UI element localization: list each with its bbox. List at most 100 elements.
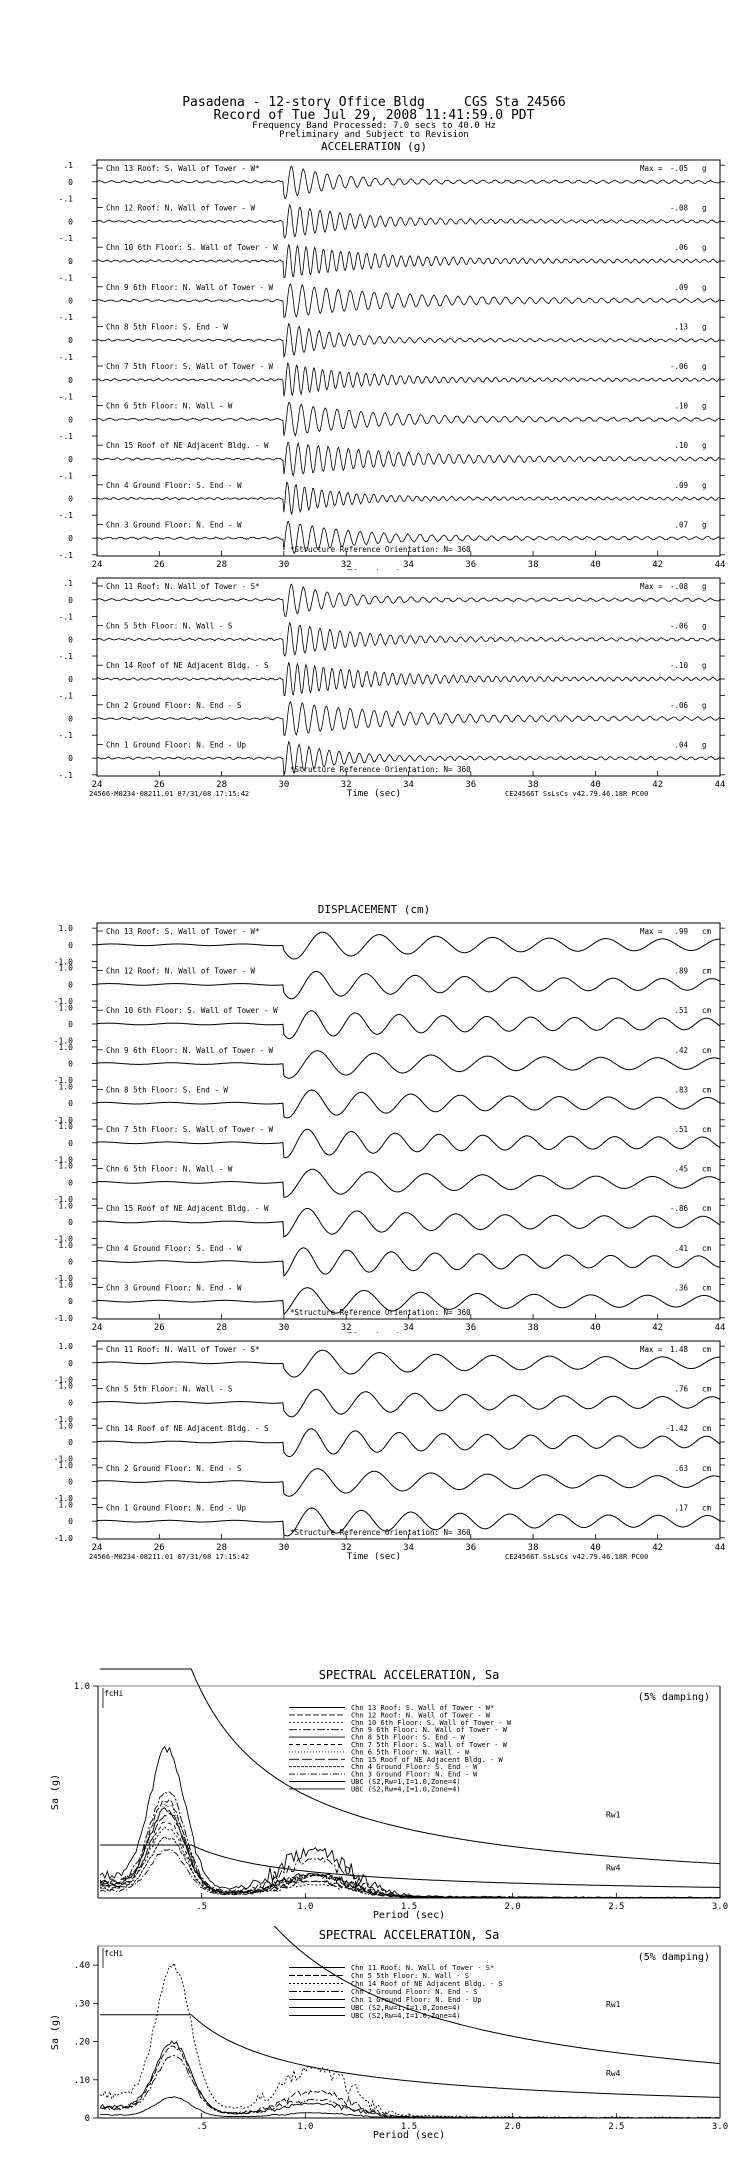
max-value: .04 [674,740,688,749]
y-tick-label: 0 [68,297,73,306]
x-tick-label: 36 [465,780,476,790]
unit-label: g [702,164,707,173]
y-tick-label: 1.0 [59,1421,74,1430]
channel-label: Chn 3 Ground Floor: N. End - W [106,520,242,529]
max-value: -.06 [670,622,689,631]
x-tick-label: 32 [341,560,352,570]
y-tick-label: 0 [85,2114,90,2124]
x-tick-label: 36 [465,1543,476,1553]
y-tick-label: -1.0 [54,1314,73,1323]
x-axis-label: Time (sec) [347,1332,401,1333]
y-tick-label: -1.0 [54,1037,73,1046]
y-tick-label: 0 [68,1297,73,1306]
max-value: .63 [674,1464,688,1473]
unit-label: g [702,243,707,252]
y-tick-label: -1.0 [54,1415,73,1424]
y-tick-label: 0 [68,336,73,345]
unit-label: cm [702,1204,712,1213]
legend-label: Chn 14 Roof of NE Adjacent Bldg. - S [351,1980,503,1988]
trace-3 [96,1428,721,1458]
y-tick-label: 0 [68,495,73,504]
channel-label: Chn 15 Roof of NE Adjacent Bldg. - W [106,441,269,450]
footer-left: 24566-M0234-08211.01 07/31/08 17:15:42 [89,1553,249,1561]
max-value: .89 [674,967,688,976]
displacement-chart-2: Chn 11 Roof: N. Wall of Tower - S* Max = 1… [54,1340,725,1562]
y-tick-label: 1.0 [59,1043,74,1052]
channel-label: Chn 9 6th Floor: N. Wall of Tower - W [106,1046,274,1055]
trace-3 [96,244,721,279]
x-tick-label: 28 [216,1543,227,1553]
x-tick-label: 40 [590,560,601,570]
y-tick-label: 1.0 [59,1241,74,1250]
unit-label: cm [702,1244,712,1253]
x-tick-label: 42 [652,1323,663,1333]
rw4-label: Rw4 [606,1863,621,1872]
max-value: -1.42 [665,1424,688,1433]
legend-label: UBC (S2,Rw=1,I=1.0,Zone=4) [351,1778,461,1786]
unit-label: cm [702,1503,712,1512]
channel-label: Chn 1 Ground Floor: N. End - Up [106,740,246,749]
y-tick-label: 1.0 [59,924,74,933]
unit-label: g [702,204,707,213]
unit-label: cm [702,1006,712,1015]
ubc-rw1-curve [273,1926,720,2065]
spectral-title: SPECTRAL ACCELERATION, Sa [319,1668,500,1682]
legend-label: Chn 2 Ground Floor: N. End - S [351,1988,477,1996]
trace-4 [97,701,721,736]
y-tick-label: 0 [68,376,73,385]
trace-3 [96,1010,721,1040]
y-tick-label: -.1 [59,771,74,780]
channel-label: Chn 12 Roof: N. Wall of Tower - W [106,204,255,213]
trace-4 [96,1468,721,1497]
channel-label: Chn 4 Ground Floor: S. End - W [106,481,242,490]
y-tick-label: 0 [68,980,73,989]
max-value: .51 [674,1006,688,1015]
y-axis-label: Sa (g) [50,1774,61,1810]
acceleration-chart-2: Chn 11 Roof: N. Wall of Tower - S* Max = -… [59,577,726,799]
x-tick-label: 34 [403,780,414,790]
y-tick-label: 0 [68,178,73,187]
x-tick-label: 26 [154,780,165,790]
channel-label: Chn 3 Ground Floor: N. End - W [106,1283,242,1292]
max-value: .10 [674,402,688,411]
y-tick-label: 0 [68,1139,73,1148]
y-tick-label: 0 [68,534,73,543]
y-tick-label: 1.0 [59,1281,74,1290]
max-value: .13 [674,322,688,331]
footer-right: CE24566T SsLsCs v42.79.46.18R PC00 [505,1553,648,1561]
y-tick-label: -.1 [59,652,74,661]
y-tick-label: 1.0 [59,1461,74,1470]
channel-label: Chn 14 Roof of NE Adjacent Bldg. - S [106,1424,269,1433]
orientation-note: *Structure Reference Orientation: N= 360 [290,1308,471,1317]
damping-label: (5% damping) [638,1952,710,1963]
max-value: .41 [674,1244,688,1253]
x-tick-label: 44 [715,780,726,790]
x-tick-label: 1.5 [401,1902,417,1912]
orientation-note: *Structure Reference Orientation: N= 360 [290,765,471,774]
spectrum-4 [99,2055,720,2118]
trace-7 [97,1168,721,1198]
y-tick-label: 0 [68,1517,73,1526]
channel-label: Chn 4 Ground Floor: S. End - W [106,1244,242,1253]
unit-label: cm [702,1345,712,1354]
channel-label: Chn 5 5th Floor: N. Wall - S [106,622,233,631]
y-tick-label: 0 [68,1178,73,1187]
y-tick-label: 1.0 [59,1201,74,1210]
x-tick-label: 1.5 [401,2122,417,2132]
unit-label: g [702,701,707,710]
x-tick-label: 38 [528,1543,539,1553]
trace-4 [96,1050,721,1079]
station-title: Pasadena - 12-story Office Bldg CGS Sta … [182,95,566,110]
spectral-title: SPECTRAL ACCELERATION, Sa [319,1928,500,1942]
y-tick-label: .1 [63,579,73,588]
x-tick-label: .5 [196,1902,207,1912]
spectrum-1 [99,1807,720,1898]
x-tick-label: 44 [715,560,726,570]
x-tick-label: 28 [216,560,227,570]
y-tick-label: 0 [68,1099,73,1108]
max-value: -.08 [670,582,689,591]
spectrum-2 [99,1798,720,1898]
y-tick-label: 1.0 [59,1083,74,1092]
y-tick-label: -.1 [59,692,74,701]
y-tick-label: 0 [68,635,73,644]
